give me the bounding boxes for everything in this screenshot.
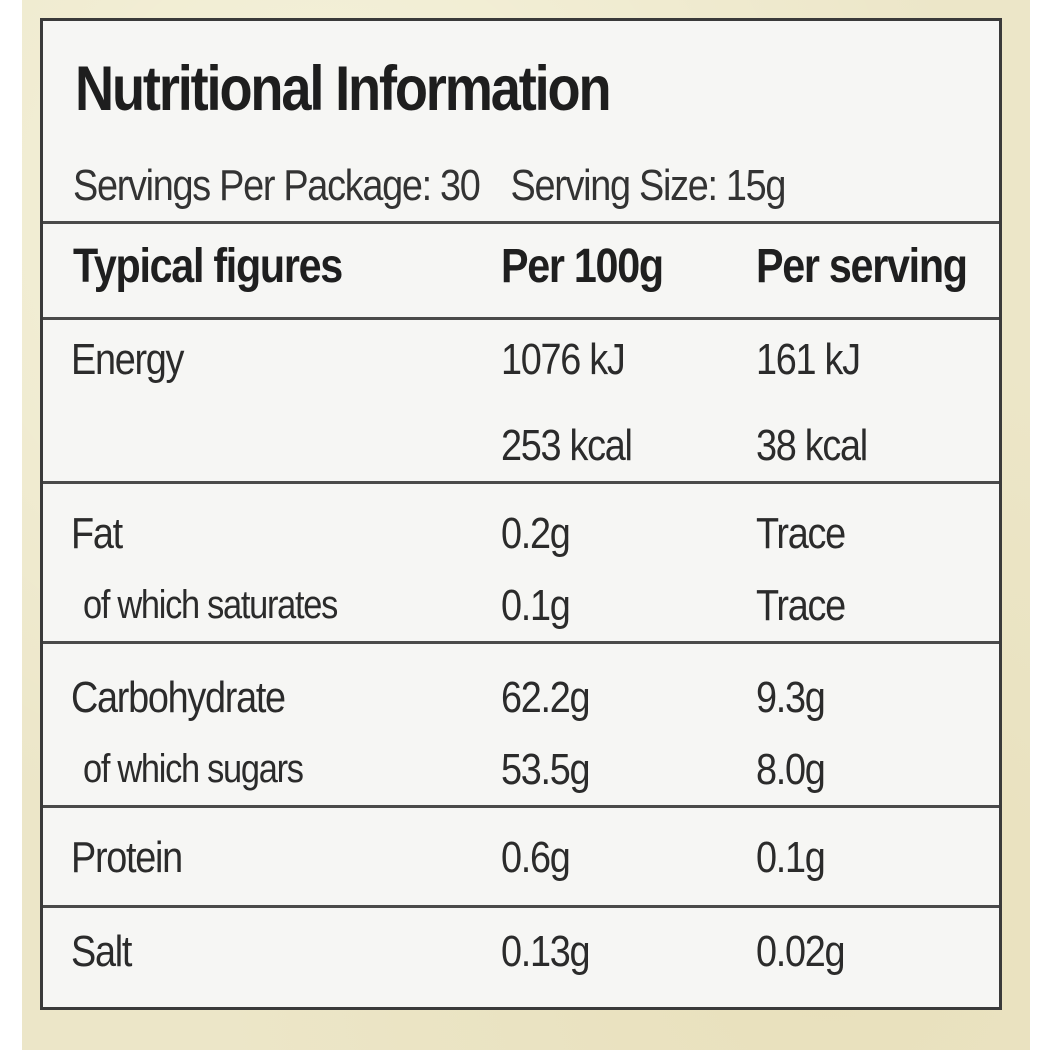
row-saturates-perserving: Trace [756,581,846,630]
servings-per-package: Servings Per Package: 30 [73,161,481,210]
divider [43,641,999,644]
row-sugars-per100: 53.5g [501,745,591,794]
row-sugars-perserving: 8.0g [756,745,826,794]
row-fat-perserving: Trace [756,509,846,558]
row-energy-name: Energy [71,335,184,384]
row-energy-per100: 1076 kJ [501,335,626,384]
row-saturates-name: of which saturates [83,583,338,627]
row-fat-name: Fat [71,509,123,558]
row-salt-perserving: 0.02g [756,927,846,976]
row-carbohydrate-perserving: 9.3g [756,673,826,722]
header-per-serving: Per serving [756,240,968,293]
servings-line: Servings Per Package: 30 Serving Size: 15… [73,161,787,211]
divider [43,905,999,908]
divider [43,221,999,224]
row-salt-name: Salt [71,927,132,976]
header-typical-figures: Typical figures [73,240,343,293]
row-protein-name: Protein [71,833,183,882]
row-carbohydrate-per100: 62.2g [501,673,591,722]
header-per-100g: Per 100g [501,240,664,293]
divider [43,481,999,484]
row-salt-per100: 0.13g [501,927,591,976]
nutrition-label: Nutritional Information Servings Per Pac… [40,18,1002,1010]
row-carbohydrate-name: Carbohydrate [71,673,286,722]
row-energy-kcal-perserving: 38 kcal [756,421,868,470]
row-fat-per100: 0.2g [501,509,571,558]
row-sugars-name: of which sugars [83,747,304,791]
divider [43,805,999,808]
row-saturates-per100: 0.1g [501,581,571,630]
row-energy-kcal-per100: 253 kcal [501,421,633,470]
row-protein-per100: 0.6g [501,833,571,882]
serving-size: Serving Size: 15g [510,161,787,210]
label-title: Nutritional Information [75,54,612,124]
row-energy-perserving: 161 kJ [756,335,861,384]
row-protein-perserving: 0.1g [756,833,826,882]
divider [43,317,999,320]
